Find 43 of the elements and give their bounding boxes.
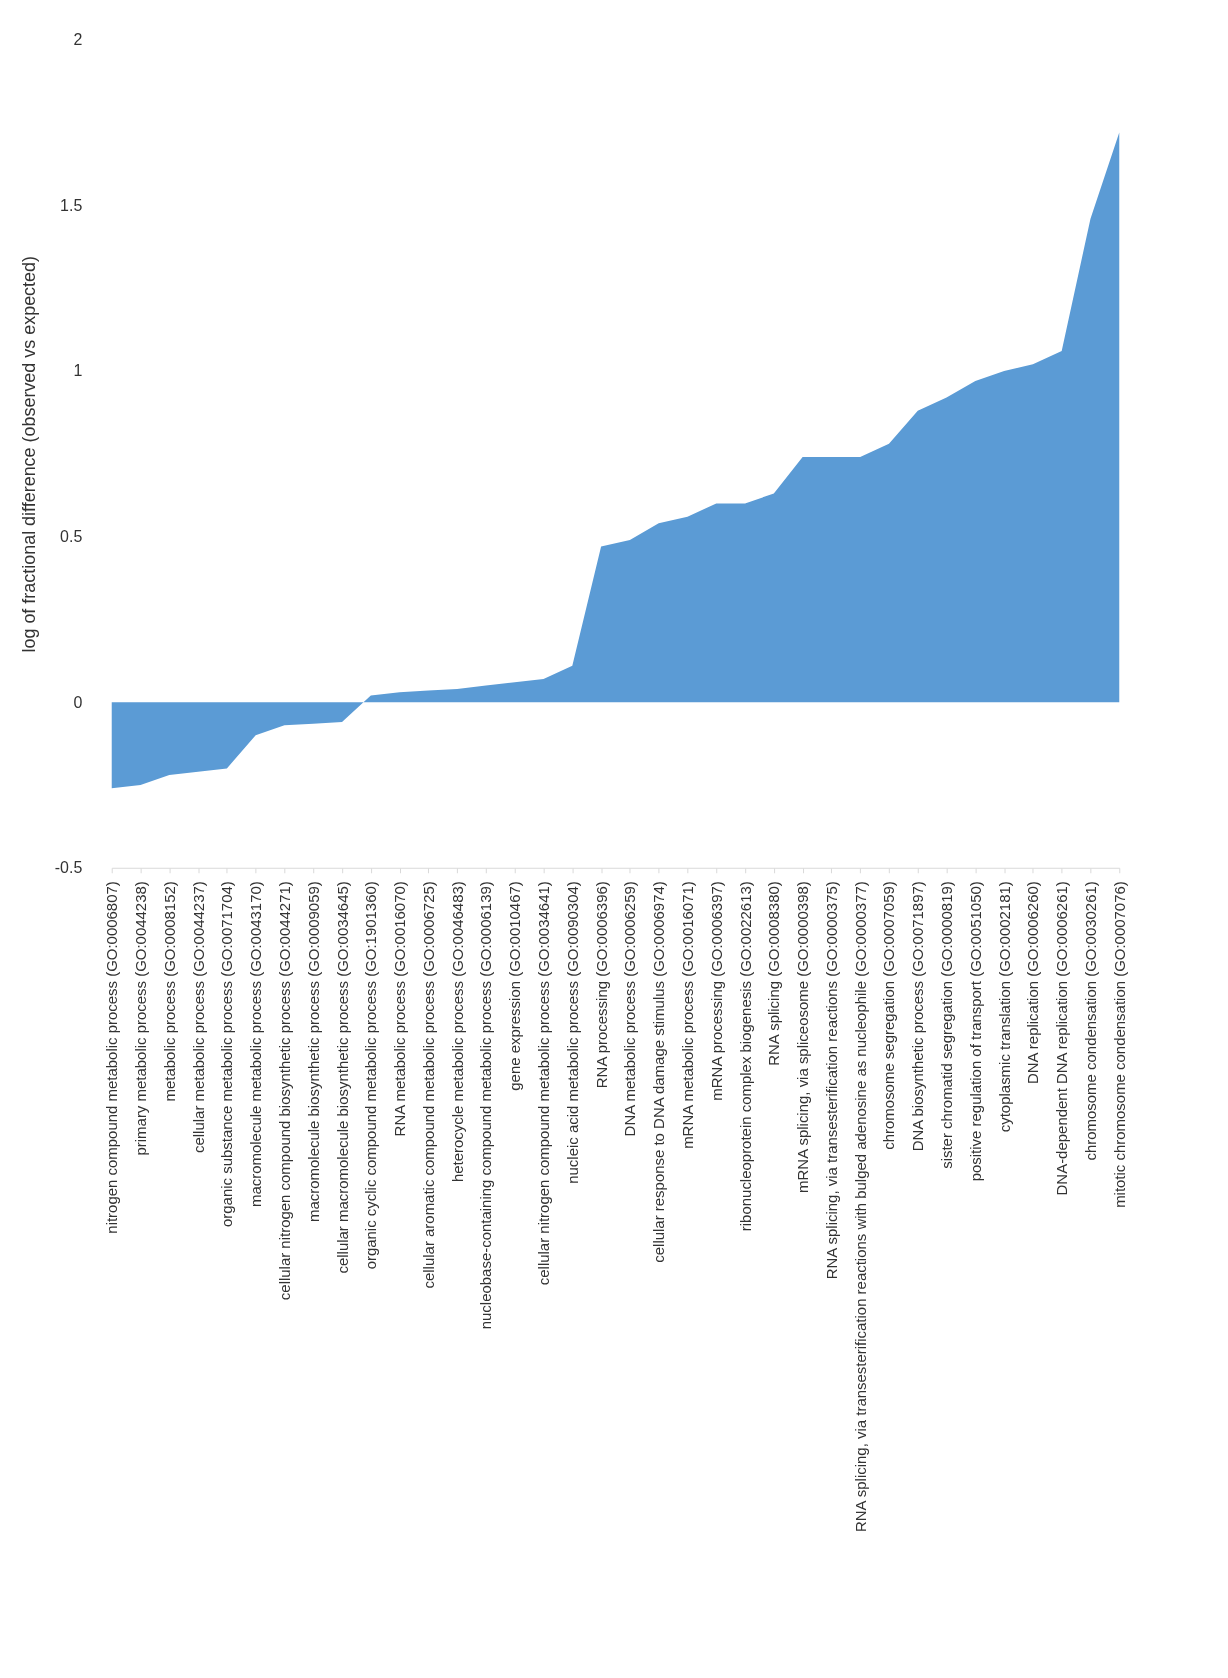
y-tick-label: 1.5 <box>60 196 83 214</box>
y-tick-label: 0 <box>73 693 83 711</box>
x-tick-label: mRNA processing (GO:0006397) <box>707 881 725 1101</box>
x-tick-label: metabolic process (GO:0008152) <box>160 881 178 1102</box>
x-tick-label: heterocycle metabolic process (GO:0046483) <box>448 881 466 1183</box>
x-tick-label: organic substance metabolic process (GO:0071704) <box>218 881 236 1228</box>
x-tick-label: DNA biosynthetic process (GO:0071897) <box>909 881 927 1152</box>
y-tick-label: 1 <box>73 362 83 380</box>
x-tick-label: cellular response to DNA damage stimulus (GO:0006974) <box>650 881 668 1263</box>
x-tick-label: organic cyclic compound metabolic process (GO:1901360) <box>362 881 380 1270</box>
x-tick-label: RNA splicing (GO:0008380) <box>765 881 783 1066</box>
x-tick-label: DNA replication (GO:0006260) <box>1024 881 1042 1085</box>
x-tick-label: RNA processing (GO:0006396) <box>592 881 610 1089</box>
x-tick-label: cellular metabolic process (GO:0044237) <box>189 881 207 1154</box>
x-tick-label: nucleobase-containing compound metabolic process (GO:0006139) <box>477 881 495 1330</box>
x-tick-label: gene expression (GO:0010467) <box>506 881 524 1091</box>
x-tick-label: chromosome segregation (GO:0007059) <box>880 881 898 1150</box>
x-tick-label: positive regulation of transport (GO:0051050) <box>966 881 984 1182</box>
x-tick-label: ribonucleoprotein complex biogenesis (GO:0022613) <box>736 881 754 1232</box>
x-tick-label: cellular nitrogen compound metabolic process (GO:0034641) <box>535 881 553 1286</box>
x-tick-label: macromolecule biosynthetic process (GO:0009059) <box>304 881 322 1222</box>
x-tick-label: sister chromatid segregation (GO:0000819) <box>938 881 956 1169</box>
x-tick-label: RNA metabolic process (GO:0016070) <box>391 881 409 1137</box>
x-tick-label: macromolecule metabolic process (GO:0043170) <box>247 881 265 1208</box>
x-tick-label: cytoplasmic translation (GO:0002181) <box>995 881 1013 1133</box>
x-tick-label: cellular nitrogen compound biosynthetic process (GO:0044271) <box>275 881 293 1301</box>
x-tick-label: mRNA splicing, via spliceosome (GO:0000398) <box>794 881 812 1193</box>
x-tick-label: DNA-dependent DNA replication (GO:0006261) <box>1053 881 1071 1196</box>
y-tick-label: -0.5 <box>54 859 83 877</box>
x-tick-label: RNA splicing, via transesterification reactions with bulged adenosine as nucleophile (GO:0000377) <box>851 881 869 1533</box>
x-tick-label: mitotic chromosome condensation (GO:0007076) <box>1110 881 1128 1208</box>
x-tick-label: chromosome condensation (GO:0030261) <box>1081 881 1099 1161</box>
y-axis-title: log of fractional difference (observed vs expected) <box>18 256 39 653</box>
x-tick-label: RNA splicing, via transesterification reactions (GO:0000375) <box>822 881 840 1280</box>
x-tick-label: cellular macromolecule biosynthetic process (GO:0034645) <box>333 881 351 1274</box>
x-tick-label: mRNA metabolic process (GO:0016071) <box>678 881 696 1149</box>
x-tick-label: nucleic acid metabolic process (GO:0090304) <box>563 881 581 1184</box>
y-tick-label: 0.5 <box>60 528 83 546</box>
x-tick-label: cellular aromatic compound metabolic process (GO:0006725) <box>419 881 437 1289</box>
y-tick-label: 2 <box>73 31 83 49</box>
x-tick-label: nitrogen compound metabolic process (GO:0006807) <box>103 881 121 1234</box>
x-tick-label: DNA metabolic process (GO:0006259) <box>621 881 639 1137</box>
x-tick-label: primary metabolic process (GO:0044238) <box>132 881 149 1156</box>
